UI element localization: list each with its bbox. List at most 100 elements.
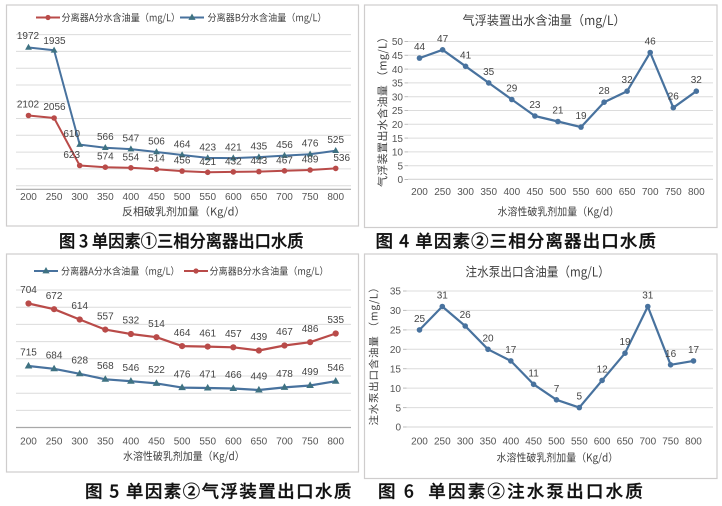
svg-text:19: 19 bbox=[619, 337, 631, 348]
svg-text:650: 650 bbox=[617, 437, 634, 448]
svg-text:471: 471 bbox=[199, 370, 216, 381]
svg-text:623: 623 bbox=[63, 150, 80, 161]
svg-text:449: 449 bbox=[251, 372, 268, 383]
svg-text:550: 550 bbox=[573, 187, 590, 198]
svg-text:547: 547 bbox=[123, 134, 140, 145]
svg-text:522: 522 bbox=[148, 365, 165, 376]
svg-text:461: 461 bbox=[199, 328, 216, 339]
svg-text:35: 35 bbox=[392, 79, 404, 90]
svg-text:2056: 2056 bbox=[43, 102, 66, 113]
svg-text:0: 0 bbox=[395, 423, 401, 434]
svg-text:7: 7 bbox=[554, 384, 560, 395]
svg-text:28: 28 bbox=[599, 86, 611, 97]
svg-text:450: 450 bbox=[148, 437, 165, 448]
svg-text:11: 11 bbox=[528, 368, 539, 379]
svg-text:32: 32 bbox=[622, 75, 634, 86]
svg-text:31: 31 bbox=[437, 291, 449, 302]
svg-text:5: 5 bbox=[397, 161, 403, 172]
svg-text:450: 450 bbox=[525, 437, 542, 448]
svg-text:800: 800 bbox=[688, 187, 705, 198]
svg-text:506: 506 bbox=[148, 137, 165, 148]
svg-text:20: 20 bbox=[482, 333, 494, 344]
svg-text:26: 26 bbox=[460, 310, 472, 321]
svg-text:600: 600 bbox=[225, 437, 242, 448]
svg-text:250: 250 bbox=[46, 437, 63, 448]
svg-text:800: 800 bbox=[327, 437, 344, 448]
svg-text:704: 704 bbox=[20, 285, 37, 296]
svg-text:350: 350 bbox=[97, 192, 114, 203]
svg-text:20: 20 bbox=[390, 345, 402, 356]
svg-text:16: 16 bbox=[665, 349, 677, 360]
svg-text:250: 250 bbox=[434, 437, 451, 448]
svg-text:600: 600 bbox=[594, 437, 611, 448]
svg-text:443: 443 bbox=[251, 156, 268, 167]
svg-text:450: 450 bbox=[527, 187, 544, 198]
svg-text:250: 250 bbox=[434, 187, 451, 198]
svg-text:32: 32 bbox=[691, 75, 703, 86]
svg-text:466: 466 bbox=[225, 370, 242, 381]
svg-text:25: 25 bbox=[390, 326, 402, 337]
svg-text:10: 10 bbox=[390, 384, 402, 395]
svg-text:25: 25 bbox=[414, 314, 426, 325]
svg-text:30: 30 bbox=[392, 92, 404, 103]
svg-text:17: 17 bbox=[505, 345, 517, 356]
svg-text:550: 550 bbox=[199, 437, 216, 448]
svg-text:5: 5 bbox=[395, 403, 401, 414]
svg-text:450: 450 bbox=[148, 192, 165, 203]
svg-text:486: 486 bbox=[302, 324, 319, 335]
svg-text:200: 200 bbox=[20, 437, 37, 448]
svg-text:250: 250 bbox=[46, 192, 63, 203]
svg-text:546: 546 bbox=[327, 363, 344, 374]
svg-text:350: 350 bbox=[97, 437, 114, 448]
svg-text:30: 30 bbox=[390, 306, 402, 317]
svg-text:457: 457 bbox=[225, 329, 242, 340]
svg-text:476: 476 bbox=[174, 369, 191, 380]
svg-text:568: 568 bbox=[97, 361, 114, 372]
svg-text:700: 700 bbox=[639, 437, 656, 448]
svg-text:600: 600 bbox=[596, 187, 613, 198]
svg-text:23: 23 bbox=[529, 100, 541, 111]
svg-text:750: 750 bbox=[302, 437, 319, 448]
svg-text:25: 25 bbox=[392, 106, 404, 117]
svg-text:1972: 1972 bbox=[17, 31, 40, 42]
svg-text:750: 750 bbox=[665, 187, 682, 198]
svg-text:0: 0 bbox=[397, 175, 403, 186]
svg-text:12: 12 bbox=[597, 364, 609, 375]
svg-text:628: 628 bbox=[71, 356, 88, 367]
svg-text:478: 478 bbox=[276, 369, 293, 380]
svg-text:10: 10 bbox=[392, 148, 404, 159]
svg-text:514: 514 bbox=[148, 319, 165, 330]
svg-text:467: 467 bbox=[276, 327, 293, 338]
svg-text:350: 350 bbox=[480, 187, 497, 198]
svg-text:15: 15 bbox=[390, 364, 402, 375]
svg-text:435: 435 bbox=[251, 142, 268, 153]
svg-text:550: 550 bbox=[571, 437, 588, 448]
svg-text:19: 19 bbox=[575, 111, 587, 122]
svg-text:650: 650 bbox=[251, 437, 268, 448]
svg-text:421: 421 bbox=[225, 143, 242, 154]
svg-text:546: 546 bbox=[123, 363, 140, 374]
svg-text:300: 300 bbox=[457, 187, 474, 198]
svg-text:750: 750 bbox=[662, 437, 679, 448]
svg-text:35: 35 bbox=[390, 287, 402, 298]
svg-text:514: 514 bbox=[148, 154, 165, 165]
svg-text:525: 525 bbox=[327, 135, 344, 146]
svg-text:423: 423 bbox=[199, 142, 216, 153]
svg-text:350: 350 bbox=[480, 437, 497, 448]
svg-text:715: 715 bbox=[20, 348, 37, 359]
svg-text:421: 421 bbox=[199, 157, 216, 168]
svg-text:672: 672 bbox=[46, 291, 63, 302]
svg-text:456: 456 bbox=[174, 156, 191, 167]
svg-text:31: 31 bbox=[642, 291, 654, 302]
svg-text:566: 566 bbox=[97, 132, 114, 143]
svg-text:45: 45 bbox=[392, 51, 404, 62]
svg-text:700: 700 bbox=[276, 192, 293, 203]
svg-text:500: 500 bbox=[548, 437, 565, 448]
svg-text:200: 200 bbox=[411, 437, 428, 448]
svg-text:467: 467 bbox=[276, 155, 293, 166]
svg-text:700: 700 bbox=[642, 187, 659, 198]
svg-text:50: 50 bbox=[392, 37, 404, 48]
svg-text:1935: 1935 bbox=[43, 36, 66, 47]
svg-text:650: 650 bbox=[619, 187, 636, 198]
svg-text:500: 500 bbox=[174, 437, 191, 448]
